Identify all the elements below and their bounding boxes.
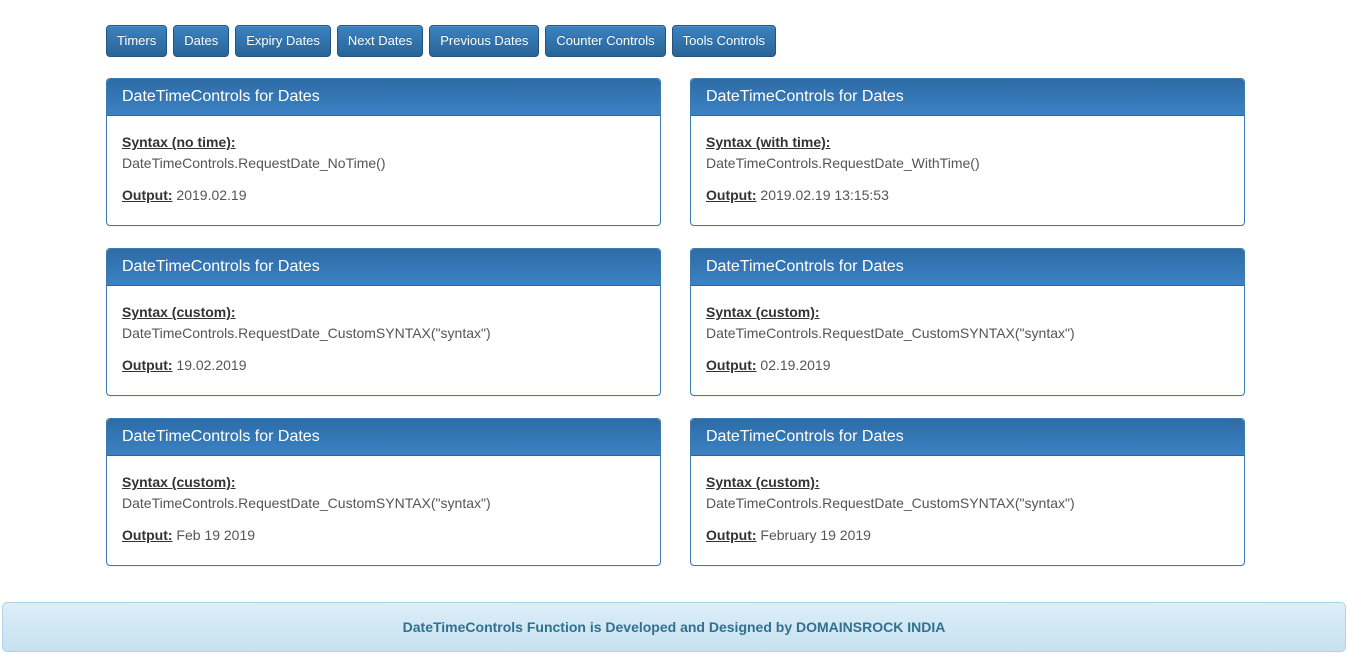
output-label: Output:	[706, 187, 757, 203]
panel-body: Syntax (no time): DateTimeControls.Reque…	[107, 116, 660, 225]
toolbar: Timers Dates Expiry Dates Next Dates Pre…	[106, 25, 1348, 57]
panel-title: DateTimeControls for Dates	[691, 419, 1244, 456]
output-value: 19.02.2019	[176, 357, 247, 373]
next-dates-button[interactable]: Next Dates	[336, 25, 424, 57]
tools-controls-button[interactable]: Tools Controls	[671, 25, 777, 57]
panel-date-custom-full-month: DateTimeControls for Dates Syntax (custo…	[690, 418, 1245, 566]
output-value: 2019.02.19 13:15:53	[760, 187, 889, 203]
footer-credit-text: DateTimeControls Function is Developed a…	[402, 619, 946, 635]
footer-banner: DateTimeControls Function is Developed a…	[2, 602, 1346, 652]
panel-body: Syntax (custom): DateTimeControls.Reques…	[691, 286, 1244, 395]
panel-date-custom-mdy: DateTimeControls for Dates Syntax (custo…	[690, 248, 1245, 396]
panel-title: DateTimeControls for Dates	[107, 79, 660, 116]
syntax-label: Syntax (no time):	[122, 134, 236, 150]
output-value: Feb 19 2019	[176, 527, 256, 543]
panel-title: DateTimeControls for Dates	[691, 79, 1244, 116]
previous-dates-button[interactable]: Previous Dates	[429, 25, 540, 57]
timers-button[interactable]: Timers	[106, 25, 168, 57]
counter-controls-button[interactable]: Counter Controls	[545, 25, 666, 57]
panel-title: DateTimeControls for Dates	[107, 249, 660, 286]
panels-grid: DateTimeControls for Dates Syntax (no ti…	[106, 78, 1245, 566]
syntax-label: Syntax (custom):	[122, 474, 236, 490]
output-value: February 19 2019	[760, 527, 871, 543]
dates-button[interactable]: Dates	[173, 25, 230, 57]
syntax-code: DateTimeControls.RequestDate_CustomSYNTA…	[122, 325, 491, 341]
panel-date-with-time: DateTimeControls for Dates Syntax (with …	[690, 78, 1245, 226]
panel-body: Syntax (custom): DateTimeControls.Reques…	[107, 286, 660, 395]
panel-body: Syntax (custom): DateTimeControls.Reques…	[691, 456, 1244, 565]
output-label: Output:	[122, 187, 173, 203]
output-label: Output:	[122, 357, 173, 373]
syntax-label: Syntax (with time):	[706, 134, 831, 150]
syntax-code: DateTimeControls.RequestDate_NoTime()	[122, 155, 386, 171]
panel-body: Syntax (with time): DateTimeControls.Req…	[691, 116, 1244, 225]
panel-title: DateTimeControls for Dates	[107, 419, 660, 456]
syntax-label: Syntax (custom):	[122, 304, 236, 320]
syntax-code: DateTimeControls.RequestDate_CustomSYNTA…	[706, 325, 1075, 341]
syntax-code: DateTimeControls.RequestDate_WithTime()	[706, 155, 980, 171]
expiry-dates-button[interactable]: Expiry Dates	[235, 25, 331, 57]
panel-date-no-time: DateTimeControls for Dates Syntax (no ti…	[106, 78, 661, 226]
panel-title: DateTimeControls for Dates	[691, 249, 1244, 286]
panel-date-custom-dmy: DateTimeControls for Dates Syntax (custo…	[106, 248, 661, 396]
output-value: 02.19.2019	[760, 357, 831, 373]
syntax-label: Syntax (custom):	[706, 304, 820, 320]
syntax-label: Syntax (custom):	[706, 474, 820, 490]
output-value: 2019.02.19	[176, 187, 247, 203]
syntax-code: DateTimeControls.RequestDate_CustomSYNTA…	[122, 495, 491, 511]
panel-body: Syntax (custom): DateTimeControls.Reques…	[107, 456, 660, 565]
syntax-code: DateTimeControls.RequestDate_CustomSYNTA…	[706, 495, 1075, 511]
panel-date-custom-short-month: DateTimeControls for Dates Syntax (custo…	[106, 418, 661, 566]
output-label: Output:	[706, 527, 757, 543]
output-label: Output:	[122, 527, 173, 543]
output-label: Output:	[706, 357, 757, 373]
